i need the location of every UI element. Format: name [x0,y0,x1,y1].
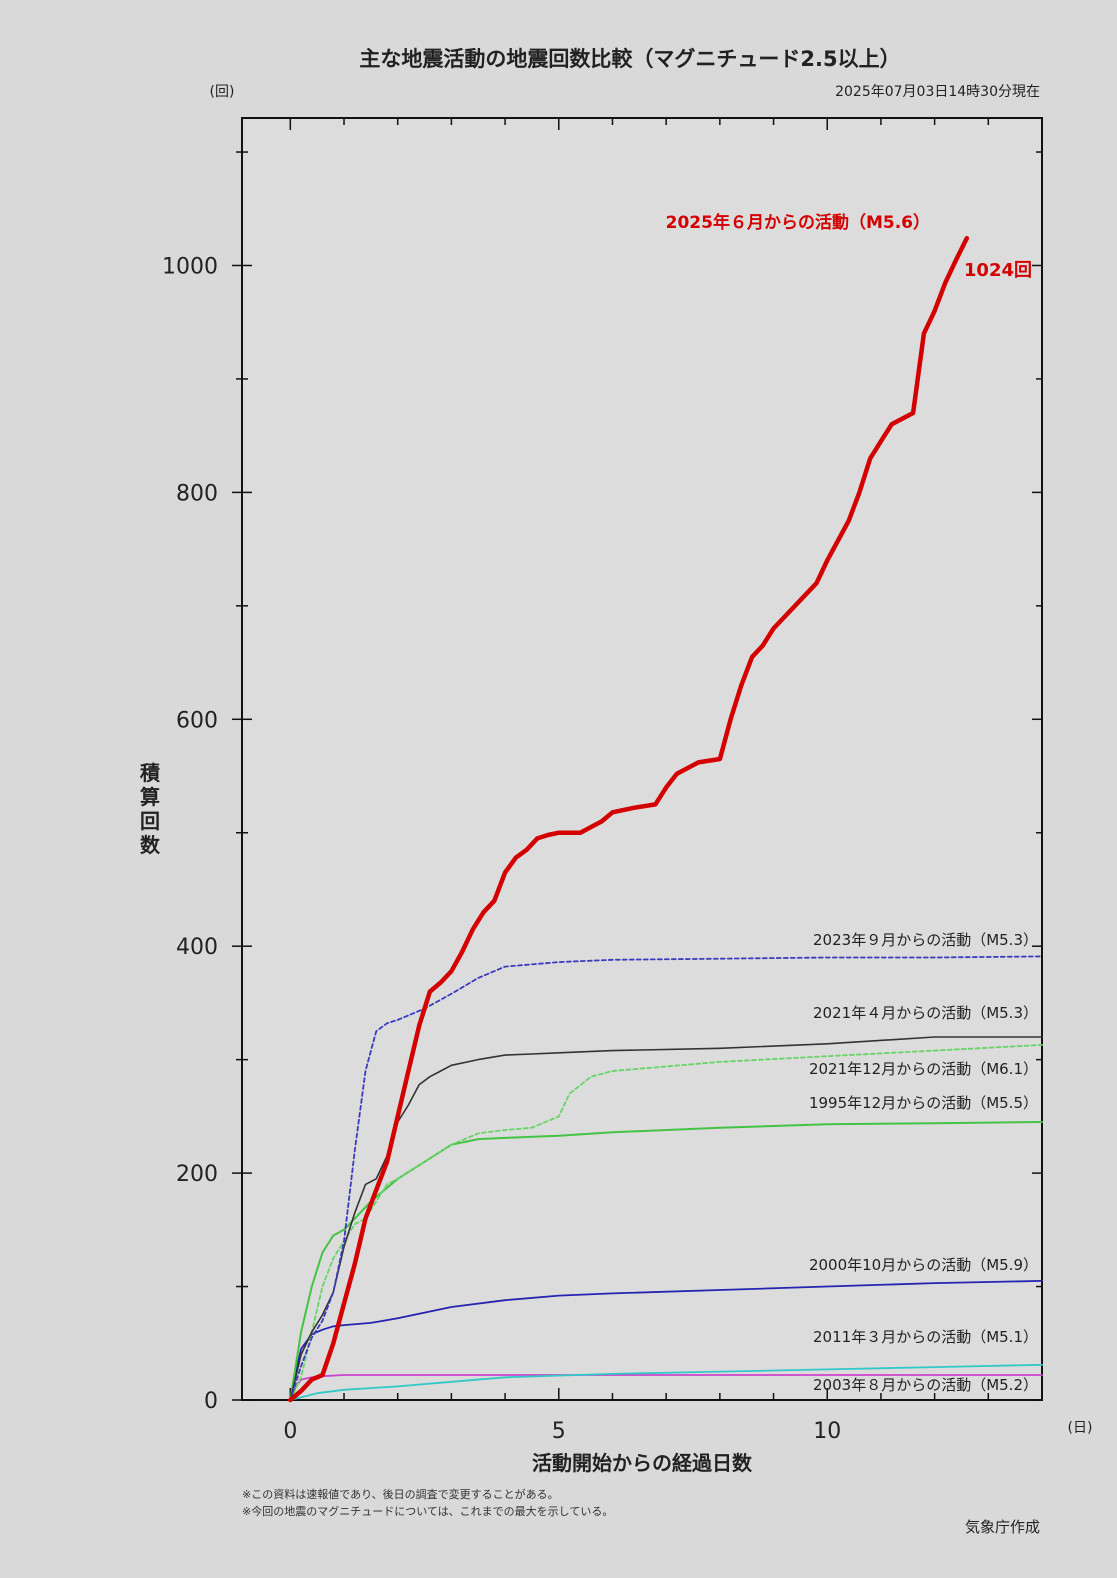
y-tick-label: 200 [176,1162,218,1187]
chart-title: 主な地震活動の地震回数比較（マグニチュード2.5以上） [359,47,900,71]
series-label-0: 2025年６月からの活動（M5.6） [666,212,930,233]
series-end-label: 1024回 [964,260,1032,281]
x-tick-label: 0 [283,1419,297,1444]
series-label-2: 2021年４月からの活動（M5.3） [813,1004,1038,1022]
y-tick-label: 1000 [162,254,218,279]
series-label-7: 2003年８月からの活動（M5.2） [813,1376,1038,1394]
series-layer [288,236,1043,1403]
y-tick-label: 600 [176,708,218,733]
series-line-1 [289,955,1043,1401]
series-label-4: 1995年12月からの活動（M5.5） [809,1094,1038,1112]
x-axis-unit: (日) [1068,1420,1093,1436]
series-labels: 2025年６月からの活動（M5.6） 2023年９月からの活動（M5.3） 2021… [666,212,1038,1394]
series-label-6: 2011年３月からの活動（M5.1） [813,1328,1038,1346]
series-line-3 [289,1044,1043,1401]
y-tick-label: 400 [176,935,218,960]
series-line-0 [288,236,970,1403]
note-1: ※この資料は速報値であり、後日の調査で変更することがある。 [242,1487,559,1501]
x-axis-label: 活動開始からの経過日数 [532,1451,753,1475]
series-line-7 [289,1374,1043,1401]
credit: 気象庁作成 [965,1518,1040,1536]
y-tick-label: 800 [176,481,218,506]
y-axis-unit: (回) [210,84,235,100]
series-label-1: 2023年９月からの活動（M5.3） [813,931,1038,949]
x-tick-label: 10 [813,1419,841,1444]
series-label-3: 2021年12月からの活動（M6.1） [809,1060,1038,1078]
x-tick-label: 5 [552,1419,566,1444]
note-2: ※今回の地震のマグニチュードについては、これまでの最大を示している。 [242,1504,613,1518]
chart-timestamp: 2025年07月03日14時30分現在 [835,84,1040,100]
axes: 0 200 400 600 800 1000 0 5 10 [162,118,1043,1444]
y-axis-label: 積算回数 [140,761,161,857]
plot-area [241,117,1043,1401]
series-line-6 [289,1363,1043,1401]
y-tick-label: 0 [204,1389,218,1414]
series-label-5: 2000年10月からの活動（M5.9） [809,1256,1038,1274]
